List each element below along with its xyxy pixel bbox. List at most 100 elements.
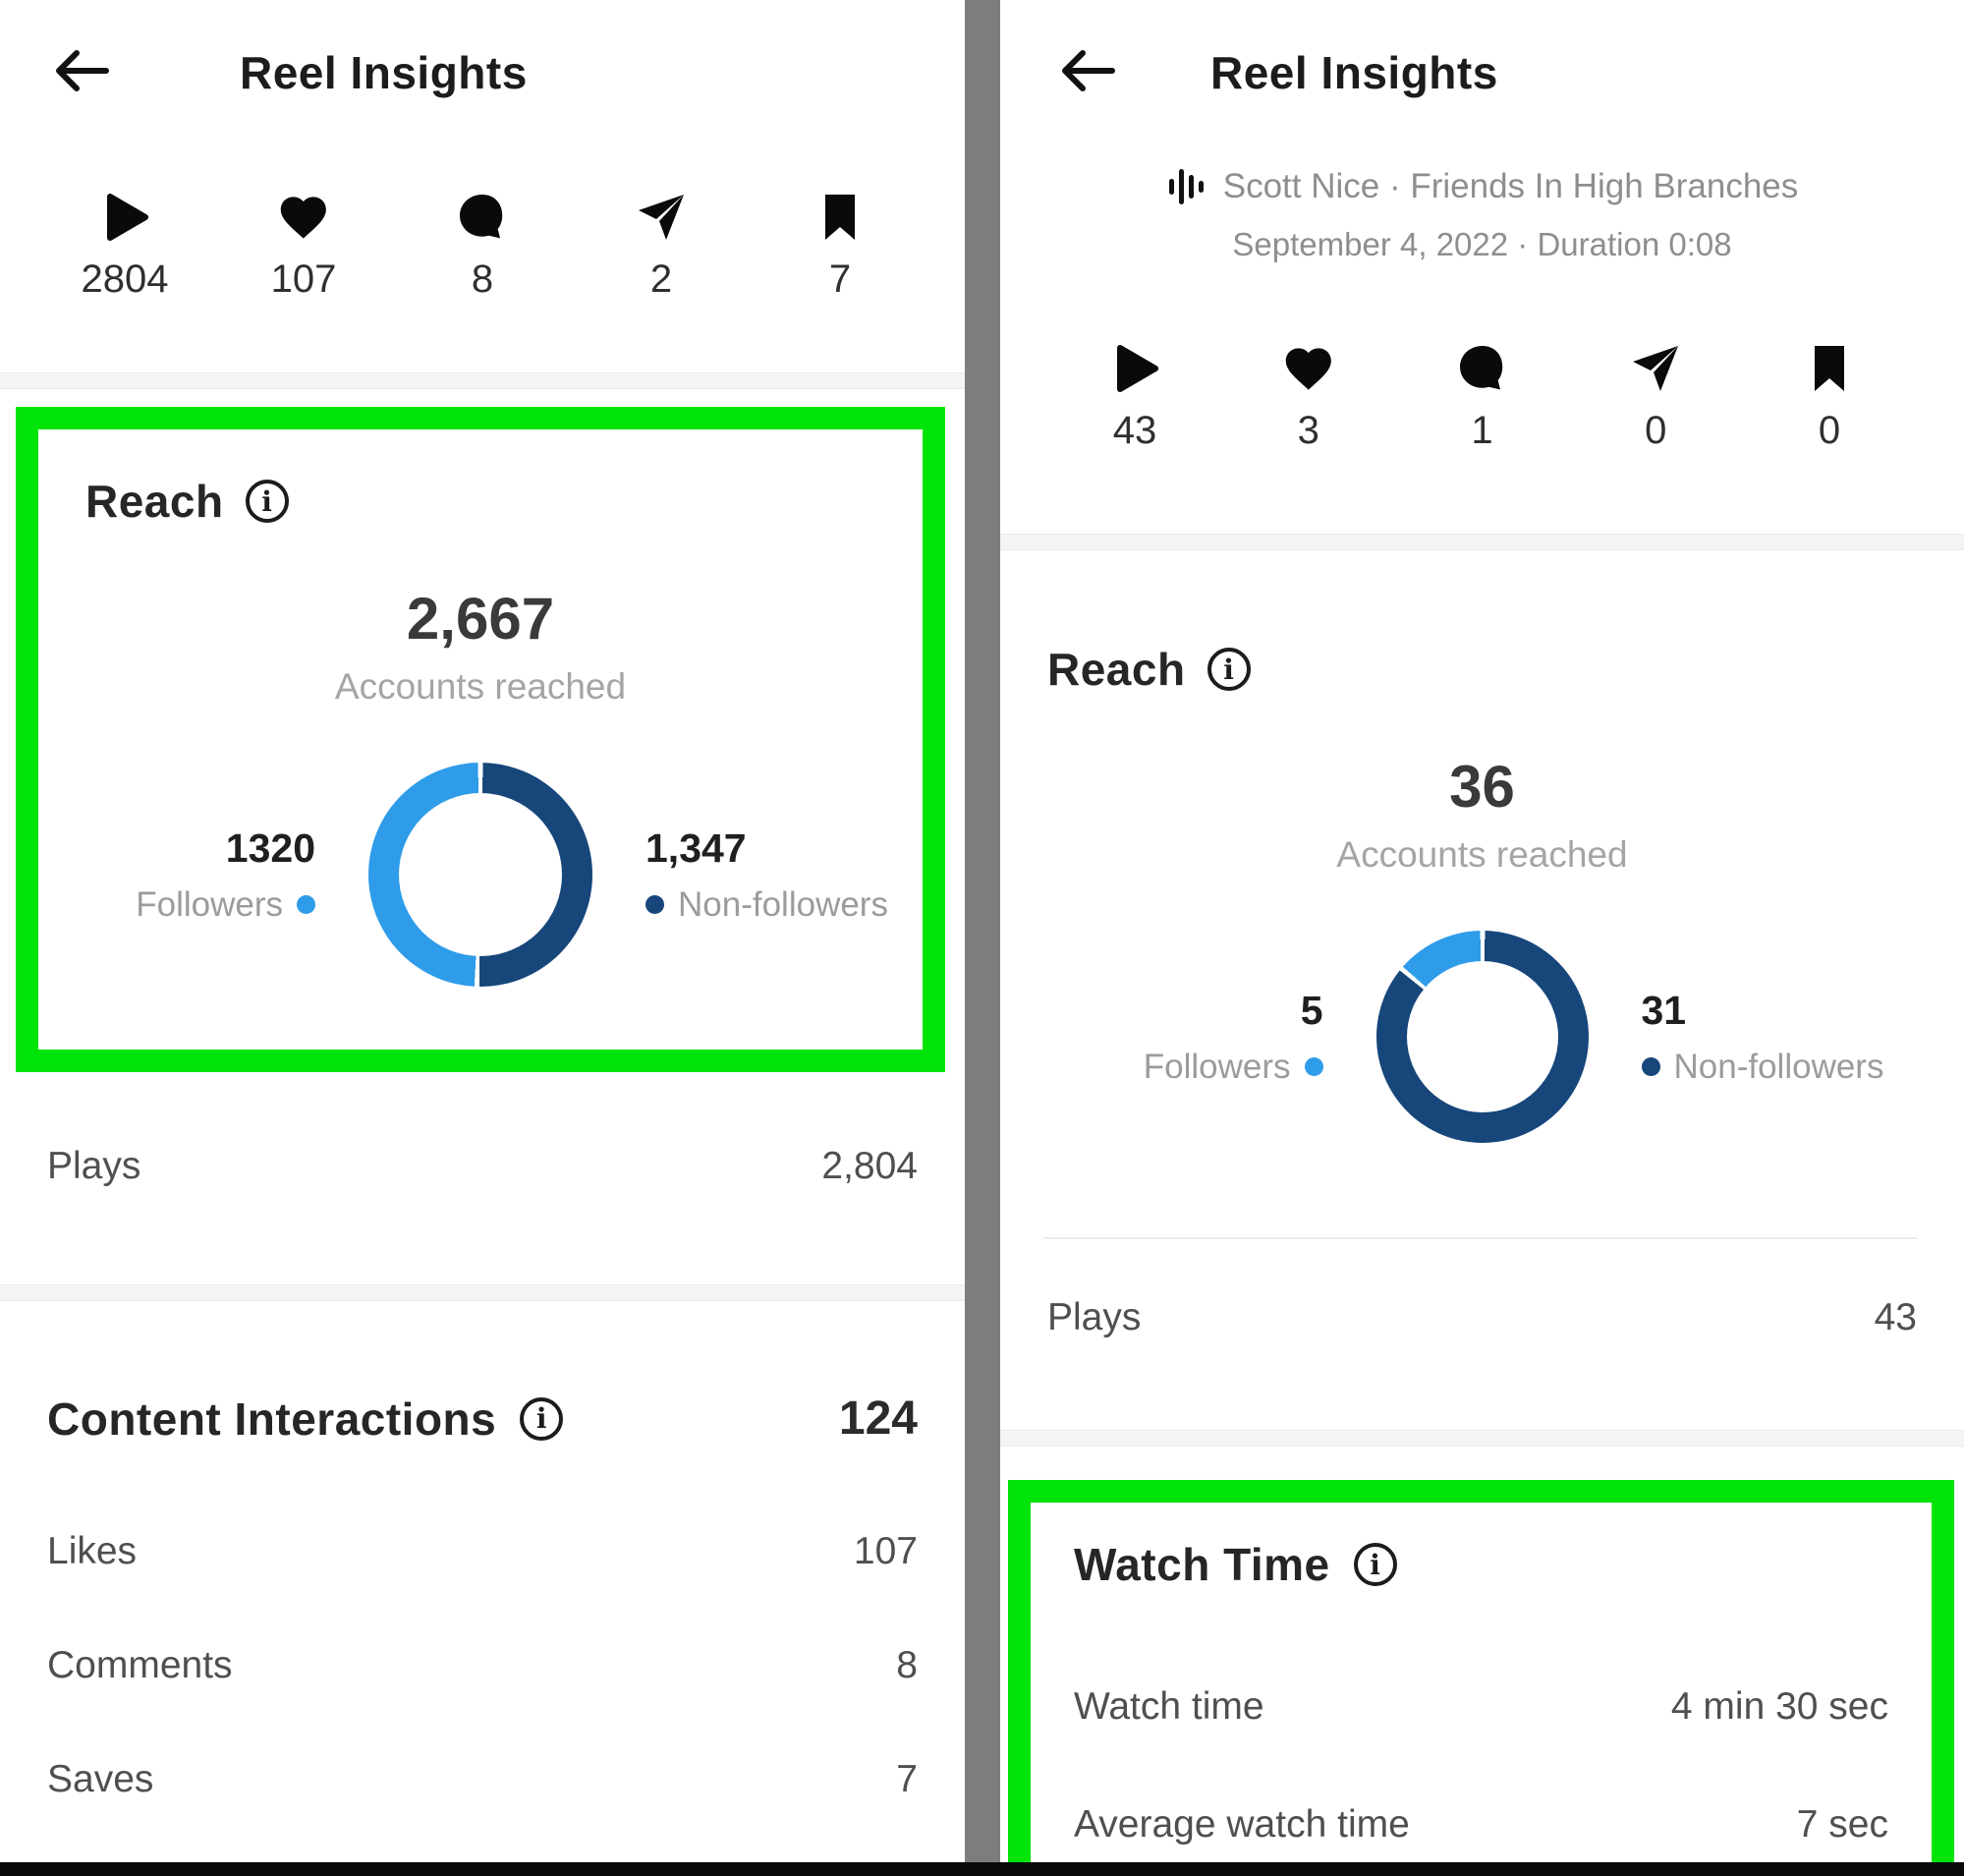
info-icon[interactable]: i — [520, 1396, 564, 1441]
followers-legend: 5 Followers — [1043, 988, 1323, 1087]
stats-row: 43 3 1 0 0 — [1000, 340, 1964, 453]
shares-count: 0 — [1645, 409, 1667, 452]
header: Reel Insights — [0, 43, 965, 102]
saves-row: Saves 7 — [0, 1758, 965, 1801]
save-icon — [825, 195, 855, 240]
plays-stat: 2804 — [71, 189, 179, 302]
comments-stat: 8 — [428, 189, 536, 302]
reach-donut-row: 5 Followers 31 Non-followers — [1000, 931, 1964, 1143]
reach-header: Reach i — [1000, 643, 1964, 696]
plays-row: Plays 43 — [1000, 1296, 1964, 1339]
donut-hole — [1406, 961, 1558, 1112]
comment-icon — [460, 195, 503, 239]
heart-icon — [1285, 348, 1331, 390]
back-button[interactable] — [51, 43, 120, 102]
plays-row-value: 43 — [1874, 1296, 1917, 1338]
non-followers-value: 31 — [1641, 987, 1687, 1033]
reel-insights-screen-left: Reel Insights 2804 107 8 2 7 — [0, 0, 965, 1876]
section-divider — [0, 1284, 965, 1301]
non-followers-dot-icon — [645, 895, 664, 914]
likes-row-label: Likes — [47, 1530, 138, 1572]
followers-label: Followers — [136, 884, 283, 924]
non-followers-value: 1,347 — [645, 824, 747, 871]
back-arrow-icon — [51, 43, 114, 98]
comments-stat: 1 — [1429, 340, 1537, 453]
followers-label: Followers — [1143, 1047, 1291, 1086]
non-followers-legend: 1,347 Non-followers — [645, 825, 923, 925]
saves-count: 0 — [1818, 409, 1841, 452]
comments-row: Comments 8 — [0, 1644, 965, 1687]
watch-time-value: 4 min 30 sec — [1670, 1685, 1888, 1728]
section-divider — [0, 372, 965, 389]
saves-row-label: Saves — [47, 1758, 154, 1800]
donut-hole — [399, 793, 562, 956]
average-watch-time-label: Average watch time — [1074, 1803, 1410, 1846]
page-title: Reel Insights — [1210, 47, 1498, 98]
heart-icon — [280, 197, 326, 239]
audio-info[interactable]: Scott Nice · Friends In High Branches — [1000, 167, 1964, 206]
audio-waveform-icon — [1168, 169, 1204, 204]
shares-count: 2 — [649, 257, 673, 301]
likes-stat: 3 — [1255, 340, 1363, 453]
page-title: Reel Insights — [240, 47, 528, 98]
saves-stat: 7 — [786, 189, 894, 302]
plays-row: Plays 2,804 — [0, 1145, 965, 1188]
back-button[interactable] — [1057, 43, 1126, 102]
info-icon[interactable]: i — [1206, 648, 1251, 691]
non-followers-label: Non-followers — [1673, 1047, 1884, 1086]
reach-header: Reach i — [38, 475, 923, 528]
followers-value: 1320 — [225, 824, 315, 871]
comment-icon — [1459, 346, 1502, 390]
share-icon — [639, 195, 684, 240]
followers-legend: 1320 Followers — [38, 825, 315, 925]
plays-row-value: 2,804 — [821, 1145, 918, 1187]
followers-dot-icon — [1304, 1057, 1323, 1076]
reel-insights-screen-right: Reel Insights Scott Nice · Friends In Hi… — [1000, 0, 1964, 1876]
saves-count: 7 — [828, 257, 852, 301]
reach-donut-chart — [1375, 931, 1589, 1143]
play-icon — [96, 189, 153, 246]
share-icon — [1633, 346, 1679, 391]
audio-track-label: Scott Nice · Friends In High Branches — [1222, 167, 1799, 205]
accounts-reached-label: Accounts reached — [1336, 834, 1628, 875]
header: Reel Insights — [1000, 43, 1964, 102]
plays-count: 2804 — [81, 257, 169, 301]
followers-dot-icon — [297, 895, 315, 914]
play-icon — [1106, 340, 1163, 397]
comments-count: 8 — [471, 257, 494, 301]
average-watch-time-value: 7 sec — [1796, 1803, 1888, 1846]
bottom-edge-bar — [0, 1862, 1964, 1876]
likes-count: 107 — [270, 257, 337, 301]
comments-row-value: 8 — [896, 1644, 918, 1686]
reel-meta: September 4, 2022 · Duration 0:08 — [1232, 226, 1732, 262]
watch-time-label: Watch time — [1074, 1685, 1264, 1728]
row-divider — [1043, 1237, 1917, 1239]
watch-time-row: Watch time 4 min 30 sec — [1074, 1685, 1888, 1729]
plays-count: 43 — [1112, 409, 1157, 452]
watch-time-section-highlighted: Watch Time i Watch time 4 min 30 sec Ave… — [1008, 1480, 1954, 1876]
average-watch-time-row: Average watch time 7 sec — [1074, 1803, 1888, 1847]
content-interactions-title: Content Interactions — [47, 1393, 497, 1445]
watch-time-list: Watch time 4 min 30 sec Average watch ti… — [1074, 1685, 1888, 1847]
plays-row-label: Plays — [1047, 1296, 1142, 1338]
plays-row-label: Plays — [47, 1145, 141, 1187]
accounts-reached-value: 36 — [1449, 754, 1515, 820]
section-divider — [1000, 534, 1964, 550]
reach-title: Reach — [85, 476, 224, 527]
reach-section-highlighted: Reach i 2,667 Accounts reached 1320 Foll… — [16, 407, 945, 1072]
accounts-reached-label: Accounts reached — [334, 666, 627, 707]
comments-row-label: Comments — [47, 1644, 233, 1686]
reach-donut-row: 1320 Followers 1,347 Non-followers — [38, 763, 923, 987]
shares-stat: 2 — [607, 189, 715, 302]
plays-stat: 43 — [1081, 340, 1189, 453]
info-icon[interactable]: i — [1353, 1543, 1397, 1586]
shares-stat: 0 — [1601, 340, 1710, 453]
panel-divider — [965, 0, 1000, 1876]
content-interactions-total: 124 — [838, 1393, 918, 1445]
back-arrow-icon — [1057, 43, 1120, 98]
likes-row: Likes 107 — [0, 1530, 965, 1573]
accounts-reached-value: 2,667 — [406, 586, 555, 652]
info-icon[interactable]: i — [245, 480, 289, 523]
watch-time-header: Watch Time i — [1074, 1538, 1888, 1591]
